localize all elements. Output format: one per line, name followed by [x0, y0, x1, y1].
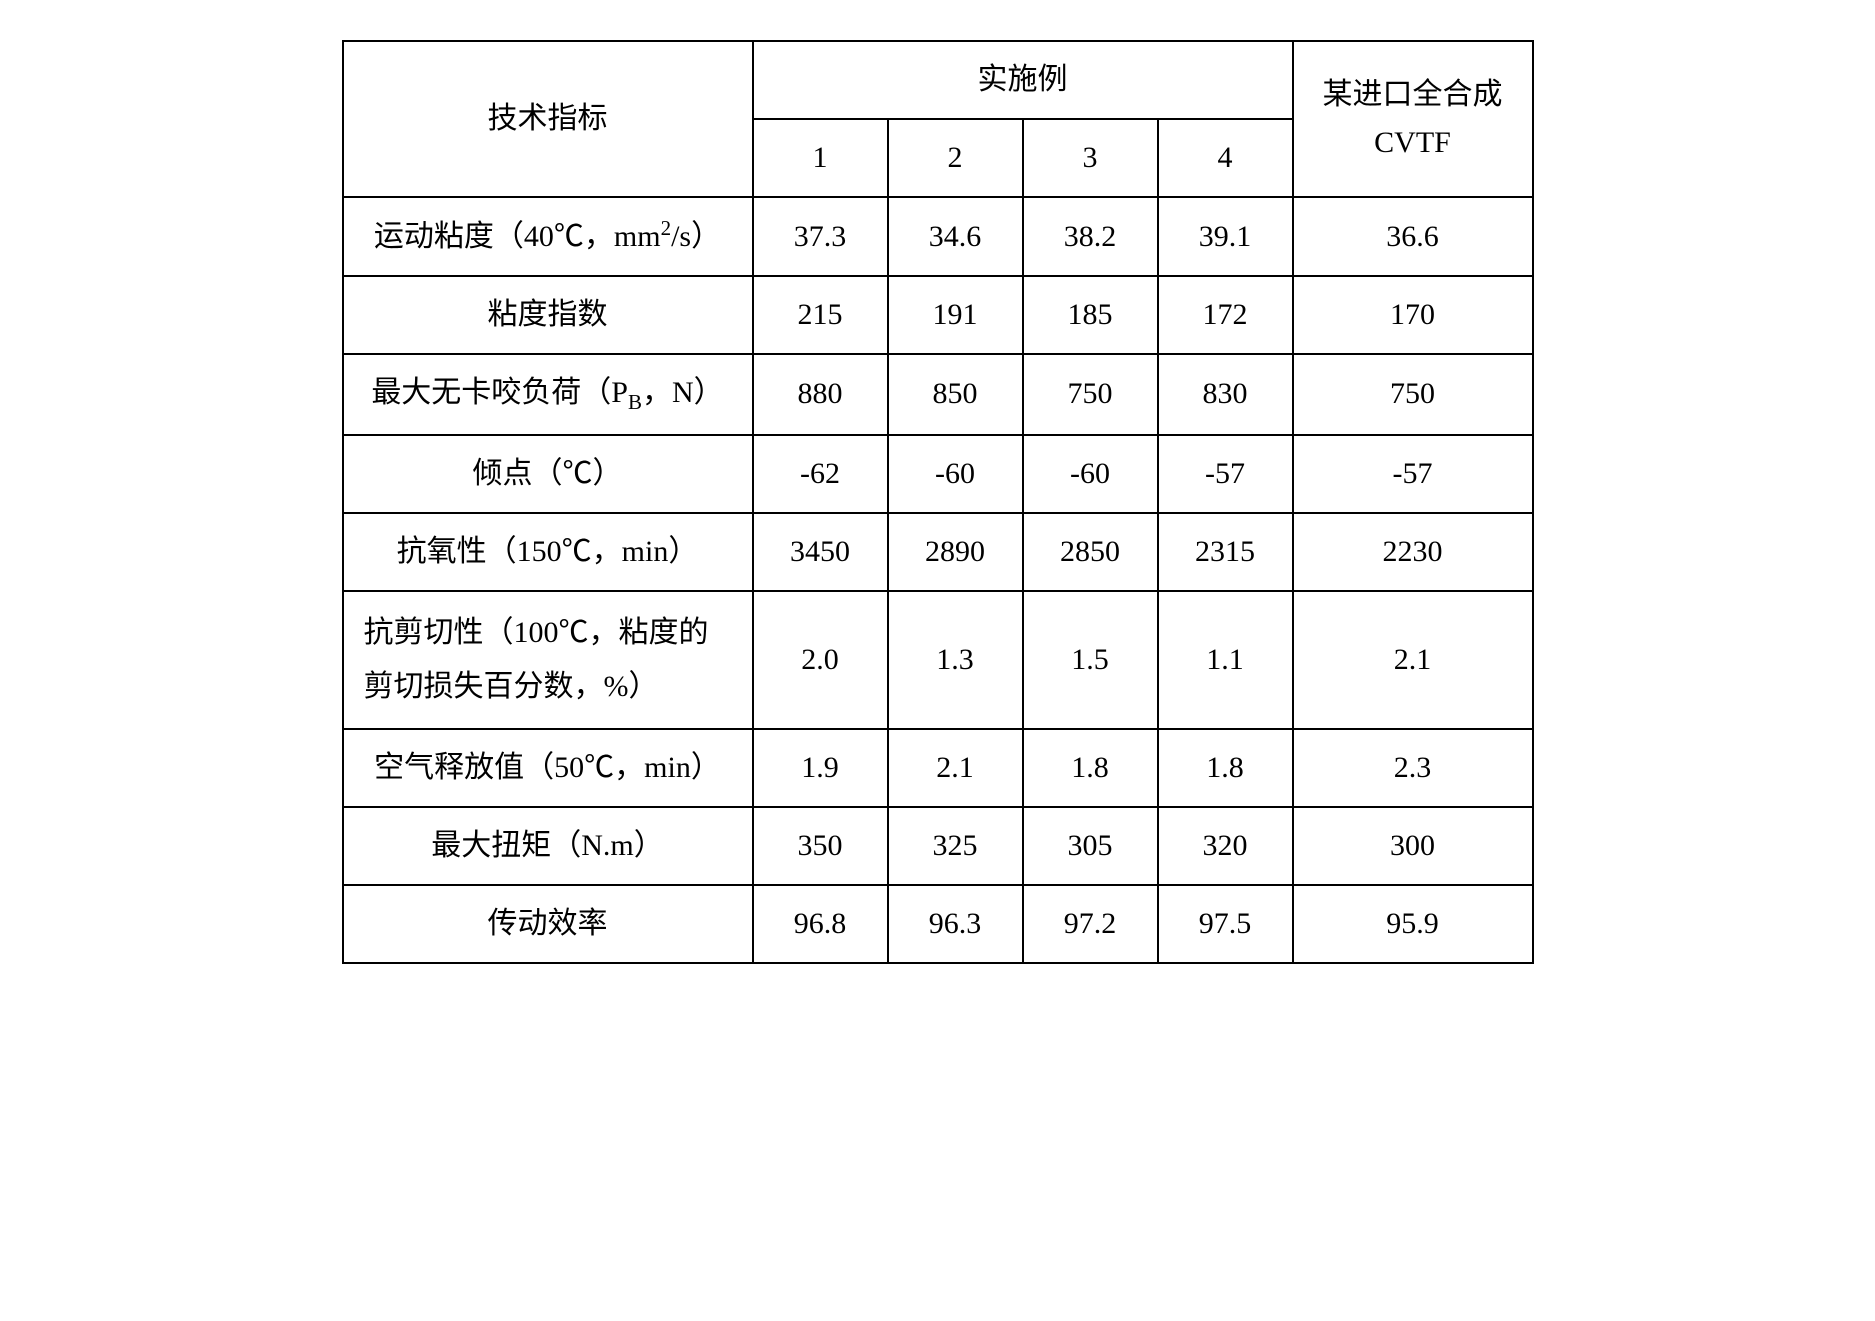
- data-cell: 95.9: [1293, 885, 1533, 963]
- data-cell: 1.5: [1023, 591, 1158, 729]
- data-cell: 172: [1158, 276, 1293, 354]
- data-cell: 1.3: [888, 591, 1023, 729]
- header-col-1: 1: [753, 119, 888, 197]
- data-cell: -60: [1023, 435, 1158, 513]
- data-cell: 36.6: [1293, 197, 1533, 276]
- data-cell: 830: [1158, 354, 1293, 435]
- row-label: 抗剪切性（100℃，粘度的剪切损失百分数，%）: [343, 591, 753, 729]
- data-cell: 39.1: [1158, 197, 1293, 276]
- header-example-group: 实施例: [753, 41, 1293, 119]
- table-row: 倾点（℃）-62-60-60-57-57: [343, 435, 1533, 513]
- data-cell: 1.8: [1158, 729, 1293, 807]
- data-cell: 38.2: [1023, 197, 1158, 276]
- data-cell: -57: [1158, 435, 1293, 513]
- data-cell: 34.6: [888, 197, 1023, 276]
- row-label: 倾点（℃）: [343, 435, 753, 513]
- data-cell: 2315: [1158, 513, 1293, 591]
- data-cell: 750: [1293, 354, 1533, 435]
- data-cell: 850: [888, 354, 1023, 435]
- data-cell: 3450: [753, 513, 888, 591]
- row-label: 传动效率: [343, 885, 753, 963]
- data-cell: 750: [1023, 354, 1158, 435]
- data-cell: 96.3: [888, 885, 1023, 963]
- row-label: 运动粘度（40℃，mm2/s）: [343, 197, 753, 276]
- table-row: 运动粘度（40℃，mm2/s）37.334.638.239.136.6: [343, 197, 1533, 276]
- data-cell: 97.5: [1158, 885, 1293, 963]
- data-cell: 2.3: [1293, 729, 1533, 807]
- row-label: 抗氧性（150℃，min）: [343, 513, 753, 591]
- data-cell: 1.8: [1023, 729, 1158, 807]
- data-cell: 2230: [1293, 513, 1533, 591]
- data-cell: -62: [753, 435, 888, 513]
- data-cell: 2890: [888, 513, 1023, 591]
- data-cell: 325: [888, 807, 1023, 885]
- data-cell: 305: [1023, 807, 1158, 885]
- data-cell: 2.1: [888, 729, 1023, 807]
- data-cell: 96.8: [753, 885, 888, 963]
- data-cell: 2.0: [753, 591, 888, 729]
- table-body: 运动粘度（40℃，mm2/s）37.334.638.239.136.6粘度指数2…: [343, 197, 1533, 963]
- header-metric: 技术指标: [343, 41, 753, 197]
- data-cell: 2.1: [1293, 591, 1533, 729]
- header-col-3: 3: [1023, 119, 1158, 197]
- data-cell: 880: [753, 354, 888, 435]
- row-label: 空气释放值（50℃，min）: [343, 729, 753, 807]
- header-row-1: 技术指标 实施例 某进口全合成 CVTF: [343, 41, 1533, 119]
- table-row: 最大扭矩（N.m）350325305320300: [343, 807, 1533, 885]
- data-cell: -57: [1293, 435, 1533, 513]
- data-cell: 2850: [1023, 513, 1158, 591]
- data-cell: 97.2: [1023, 885, 1158, 963]
- data-cell: -60: [888, 435, 1023, 513]
- data-cell: 37.3: [753, 197, 888, 276]
- data-cell: 191: [888, 276, 1023, 354]
- table-row: 空气释放值（50℃，min）1.92.11.81.82.3: [343, 729, 1533, 807]
- table-header: 技术指标 实施例 某进口全合成 CVTF 1 2 3 4: [343, 41, 1533, 197]
- table-row: 抗剪切性（100℃，粘度的剪切损失百分数，%）2.01.31.51.12.1: [343, 591, 1533, 729]
- data-cell: 350: [753, 807, 888, 885]
- data-cell: 185: [1023, 276, 1158, 354]
- table-row: 抗氧性（150℃，min）34502890285023152230: [343, 513, 1533, 591]
- data-cell: 320: [1158, 807, 1293, 885]
- header-col-2: 2: [888, 119, 1023, 197]
- row-label: 最大无卡咬负荷（PB，N）: [343, 354, 753, 435]
- data-cell: 1.1: [1158, 591, 1293, 729]
- data-cell: 1.9: [753, 729, 888, 807]
- header-col-4: 4: [1158, 119, 1293, 197]
- table-row: 传动效率96.896.397.297.595.9: [343, 885, 1533, 963]
- data-cell: 170: [1293, 276, 1533, 354]
- row-label: 粘度指数: [343, 276, 753, 354]
- data-cell: 215: [753, 276, 888, 354]
- row-label: 最大扭矩（N.m）: [343, 807, 753, 885]
- data-table: 技术指标 实施例 某进口全合成 CVTF 1 2 3 4 运动粘度（40℃，mm…: [342, 40, 1534, 964]
- data-cell: 300: [1293, 807, 1533, 885]
- header-comparison: 某进口全合成 CVTF: [1293, 41, 1533, 197]
- table-row: 最大无卡咬负荷（PB，N）880850750830750: [343, 354, 1533, 435]
- table-row: 粘度指数215191185172170: [343, 276, 1533, 354]
